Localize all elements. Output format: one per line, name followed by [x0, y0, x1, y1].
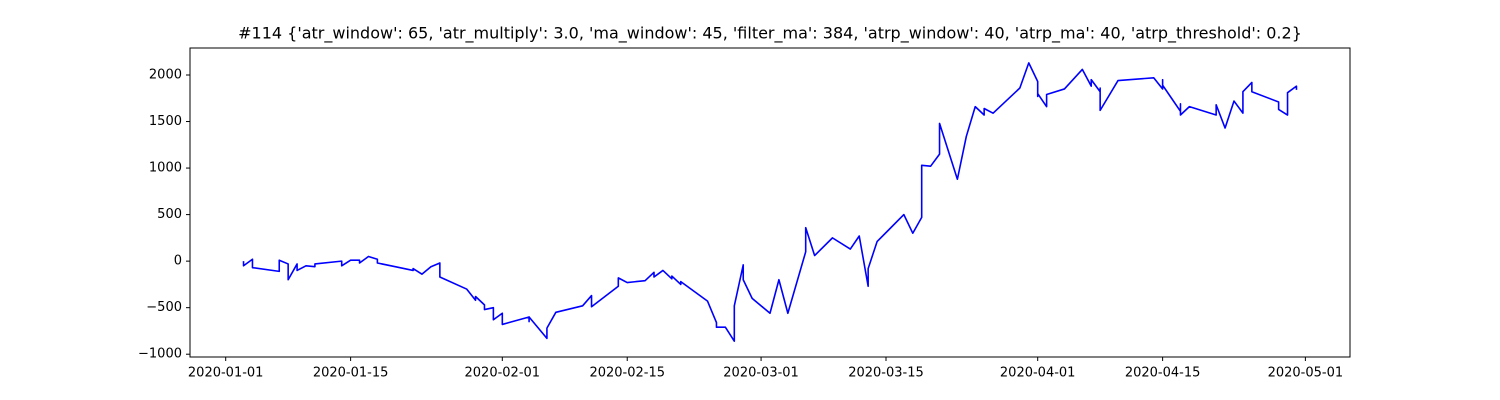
y-tick-label: 0: [174, 254, 182, 269]
y-tick-label: 2000: [149, 67, 182, 82]
y-tick-label: 1000: [149, 161, 182, 176]
x-tick-label: 2020-01-15: [313, 366, 389, 381]
x-tick-label: 2020-02-15: [589, 366, 665, 381]
line-series: [242, 62, 1298, 342]
x-tick-label: 2020-01-01: [188, 366, 264, 381]
x-tick-label: 2020-04-15: [1125, 366, 1201, 381]
x-tick-label: 2020-05-01: [1268, 366, 1344, 381]
chart-title: #114 {'atr_window': 65, 'atr_multiply': …: [238, 24, 1302, 44]
y-tick-label: −500: [146, 300, 182, 315]
x-tick-label: 2020-02-01: [465, 366, 541, 381]
x-tick-label: 2020-04-01: [1000, 366, 1076, 381]
x-tick-label: 2020-03-01: [723, 366, 799, 381]
y-tick-label: 500: [157, 207, 182, 222]
y-tick-label: 1500: [149, 114, 182, 129]
x-tick-label: 2020-03-15: [848, 366, 924, 381]
plot-frame: [189, 47, 1351, 358]
y-tick-label: −1000: [138, 347, 182, 362]
